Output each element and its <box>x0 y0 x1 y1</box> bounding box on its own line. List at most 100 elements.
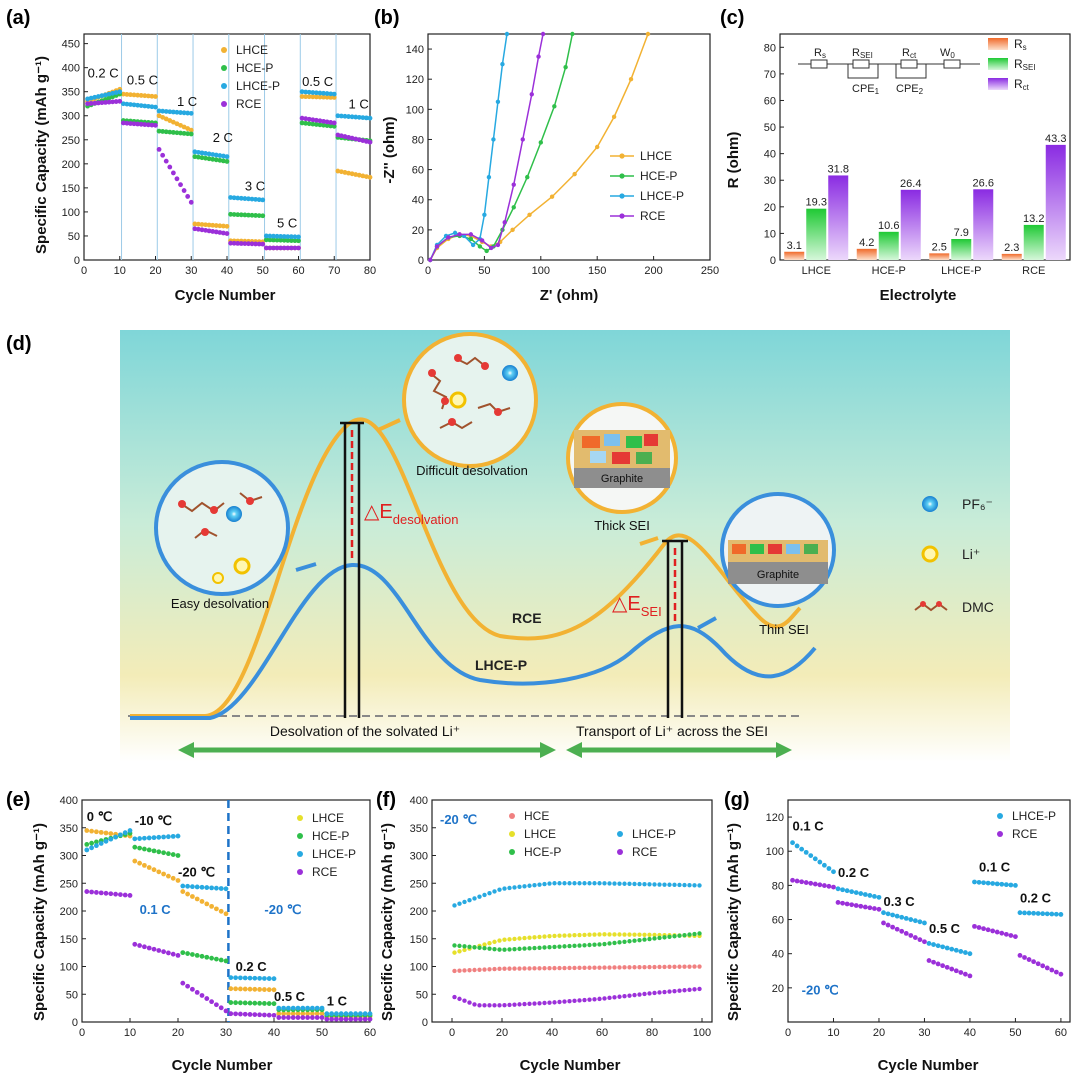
arrow-thin <box>697 616 717 630</box>
data-point-rce <box>204 996 210 1001</box>
data-point-rce <box>137 943 143 948</box>
data-point-lhce-p <box>217 153 223 158</box>
data-point-rce <box>808 880 814 886</box>
data-point-rce <box>295 1015 301 1020</box>
data-point-hce-p <box>647 936 652 942</box>
y-tick-label: 100 <box>410 962 428 974</box>
data-point-hce-p <box>262 1001 267 1006</box>
data-point-lhce-p <box>185 883 191 889</box>
x-tick-label: 50 <box>478 265 490 277</box>
data-point-rce <box>242 1011 248 1017</box>
data-point-rce <box>145 122 151 128</box>
data-point-rce <box>899 928 905 934</box>
data-point-rce <box>360 138 366 143</box>
data-point-hce-p <box>472 945 477 950</box>
data-point-lhce-p <box>872 893 877 899</box>
y-tick-label: 400 <box>60 795 78 807</box>
dmc-icon <box>914 602 948 612</box>
data-point-lhce-p <box>472 896 477 901</box>
data-point-lhce <box>199 899 205 904</box>
data-point-hce <box>657 964 662 970</box>
data-point-rce <box>457 232 462 237</box>
y-tick-label: 300 <box>60 851 78 863</box>
y-tick-label: 20 <box>772 983 784 995</box>
data-point-lhce-p <box>457 901 462 906</box>
data-point-lhce-p <box>808 853 814 858</box>
data-point-hce-p <box>313 122 319 127</box>
data-point-lhce-p <box>146 835 152 841</box>
data-point-lhce <box>602 932 607 937</box>
data-point-hce <box>572 965 577 971</box>
data-point-hce-p <box>256 213 262 219</box>
data-point-rce <box>94 890 99 895</box>
y-axis-label: R (ohm) <box>725 132 742 189</box>
y-axis-label: Specific Capacity (mAh g⁻¹) <box>31 823 48 1021</box>
data-point-hce-p <box>538 140 543 145</box>
data-point-lhce-p <box>174 109 180 115</box>
data-point-rce <box>687 987 692 993</box>
legend-marker-rce <box>297 869 303 875</box>
data-point-lhce <box>335 168 341 174</box>
data-point-lhce-p <box>329 1011 334 1017</box>
data-point-rce <box>912 935 918 940</box>
data-point-lhce-p <box>890 912 896 918</box>
x-tick-label: 40 <box>221 265 233 277</box>
data-point-rce <box>428 257 433 263</box>
data-point-lhce-p <box>990 881 996 886</box>
data-point-hce-p <box>132 844 138 850</box>
data-point-rce <box>642 991 647 997</box>
x-tick-label: 80 <box>364 265 376 277</box>
x-tick-label: 150 <box>588 265 606 277</box>
data-point-rce <box>122 892 128 898</box>
legend-entry: RCE <box>312 865 337 879</box>
legend-marker-rce <box>619 213 625 219</box>
data-point-lhce-p <box>682 882 687 888</box>
data-point-lhce-p <box>831 869 836 875</box>
data-point-hce-p <box>552 104 557 109</box>
x-axis-label: Cycle Number <box>175 287 276 304</box>
svg-text:Rs: Rs <box>1014 37 1027 52</box>
data-point-hce-p <box>677 933 682 938</box>
data-point-rce <box>922 939 927 945</box>
bar-value-label: 26.4 <box>900 178 921 190</box>
data-point-rce <box>156 948 162 953</box>
data-point-rce <box>967 973 973 979</box>
data-point-lhce-p <box>276 1005 282 1011</box>
data-point-rce <box>242 241 248 246</box>
data-point-rce <box>799 879 805 885</box>
data-point-rce <box>214 1002 219 1008</box>
x-tick-label: 20 <box>149 265 161 277</box>
data-point-rce <box>203 227 208 233</box>
rate-label: 0.2 C <box>88 65 119 80</box>
data-point-hce-p <box>242 212 248 218</box>
data-point-rce <box>1003 931 1009 937</box>
data-point-rce <box>831 884 836 890</box>
data-point-hce-p <box>522 946 527 951</box>
data-point-lhce-p <box>470 242 476 248</box>
data-point-rce <box>367 1016 373 1022</box>
data-point-lhce-p <box>612 881 617 886</box>
data-point-hce-p <box>196 154 201 160</box>
data-point-hce-p <box>267 237 273 243</box>
data-point-hce-p <box>547 945 552 950</box>
data-point-rce <box>353 136 359 142</box>
data-point-lhce-p <box>249 196 255 202</box>
data-point-rce <box>602 996 607 1001</box>
data-point-hce <box>562 965 567 971</box>
y-tick-label: 80 <box>412 134 424 146</box>
data-point-hce <box>552 965 557 971</box>
data-point-rce <box>281 1015 286 1020</box>
data-point-lhce-p <box>108 836 114 842</box>
data-point-lhce <box>510 227 515 233</box>
bar-rct <box>900 189 921 260</box>
data-point-rce <box>92 100 98 106</box>
data-point-lhce <box>303 94 309 100</box>
data-point-rce <box>300 1015 306 1020</box>
data-point-rce <box>577 998 582 1003</box>
data-point-lhce <box>313 94 319 100</box>
data-point-hce <box>462 968 467 973</box>
annotation-label: 1 C <box>327 993 348 1008</box>
data-point-hce-p <box>214 956 219 962</box>
data-point-hce <box>557 965 562 971</box>
data-point-rce <box>597 996 602 1002</box>
